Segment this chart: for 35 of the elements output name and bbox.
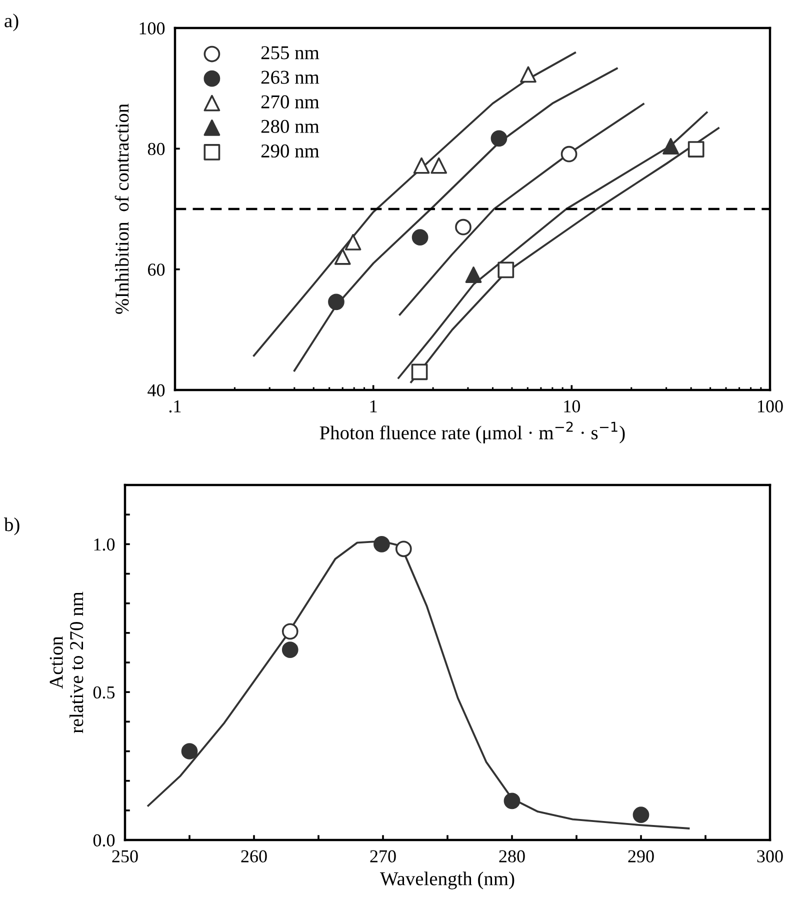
point bbox=[374, 536, 390, 552]
x-tick-label: 250 bbox=[112, 850, 138, 862]
x-axis-title: Photon fluence rate (μmol · m$^{−2}$ · s$^{−1}$) bbox=[320, 422, 625, 444]
point bbox=[282, 642, 298, 658]
legend-label: 263 nm bbox=[261, 70, 320, 84]
point bbox=[282, 623, 298, 640]
text: a) bbox=[4, 14, 18, 32]
x-tick-label: 270 bbox=[370, 850, 396, 862]
x-tick-label: 300 bbox=[757, 850, 783, 862]
x-tick-label: 100 bbox=[758, 400, 783, 412]
point bbox=[632, 806, 650, 824]
point bbox=[504, 792, 520, 810]
y-tick-label: 0.5 bbox=[93, 686, 115, 699]
x-tick-label: .1 bbox=[169, 400, 181, 413]
point bbox=[181, 743, 198, 760]
y-axis-title: Action relative to 270 nm bbox=[50, 592, 84, 734]
y-tick-label: 80 bbox=[148, 142, 165, 156]
legend-label: 270 nm bbox=[261, 95, 320, 108]
x-tick-label: 1 bbox=[370, 400, 377, 412]
x-tick-label: 290 bbox=[628, 850, 654, 862]
point bbox=[395, 540, 412, 558]
y-tick-label: 60 bbox=[148, 264, 165, 276]
y-tick-label: 1.0 bbox=[94, 538, 115, 551]
legend-label: 280 nm bbox=[261, 120, 320, 133]
y-tick-label: 100 bbox=[140, 22, 165, 34]
x-axis-title: Wavelength (nm) bbox=[380, 872, 514, 890]
x-tick-label: 260 bbox=[241, 850, 267, 862]
x-tick-label: 280 bbox=[499, 850, 525, 862]
legend-label: 290 nm bbox=[261, 144, 320, 158]
legend-label: 255 nm bbox=[261, 46, 320, 60]
y-tick-label: 0.0 bbox=[93, 834, 115, 847]
x-tick-label: 10 bbox=[564, 400, 580, 412]
y-tick-label: 40 bbox=[148, 384, 165, 396]
y-axis-title: %Inhibition of contraction bbox=[114, 104, 129, 314]
text: b) bbox=[4, 518, 20, 536]
